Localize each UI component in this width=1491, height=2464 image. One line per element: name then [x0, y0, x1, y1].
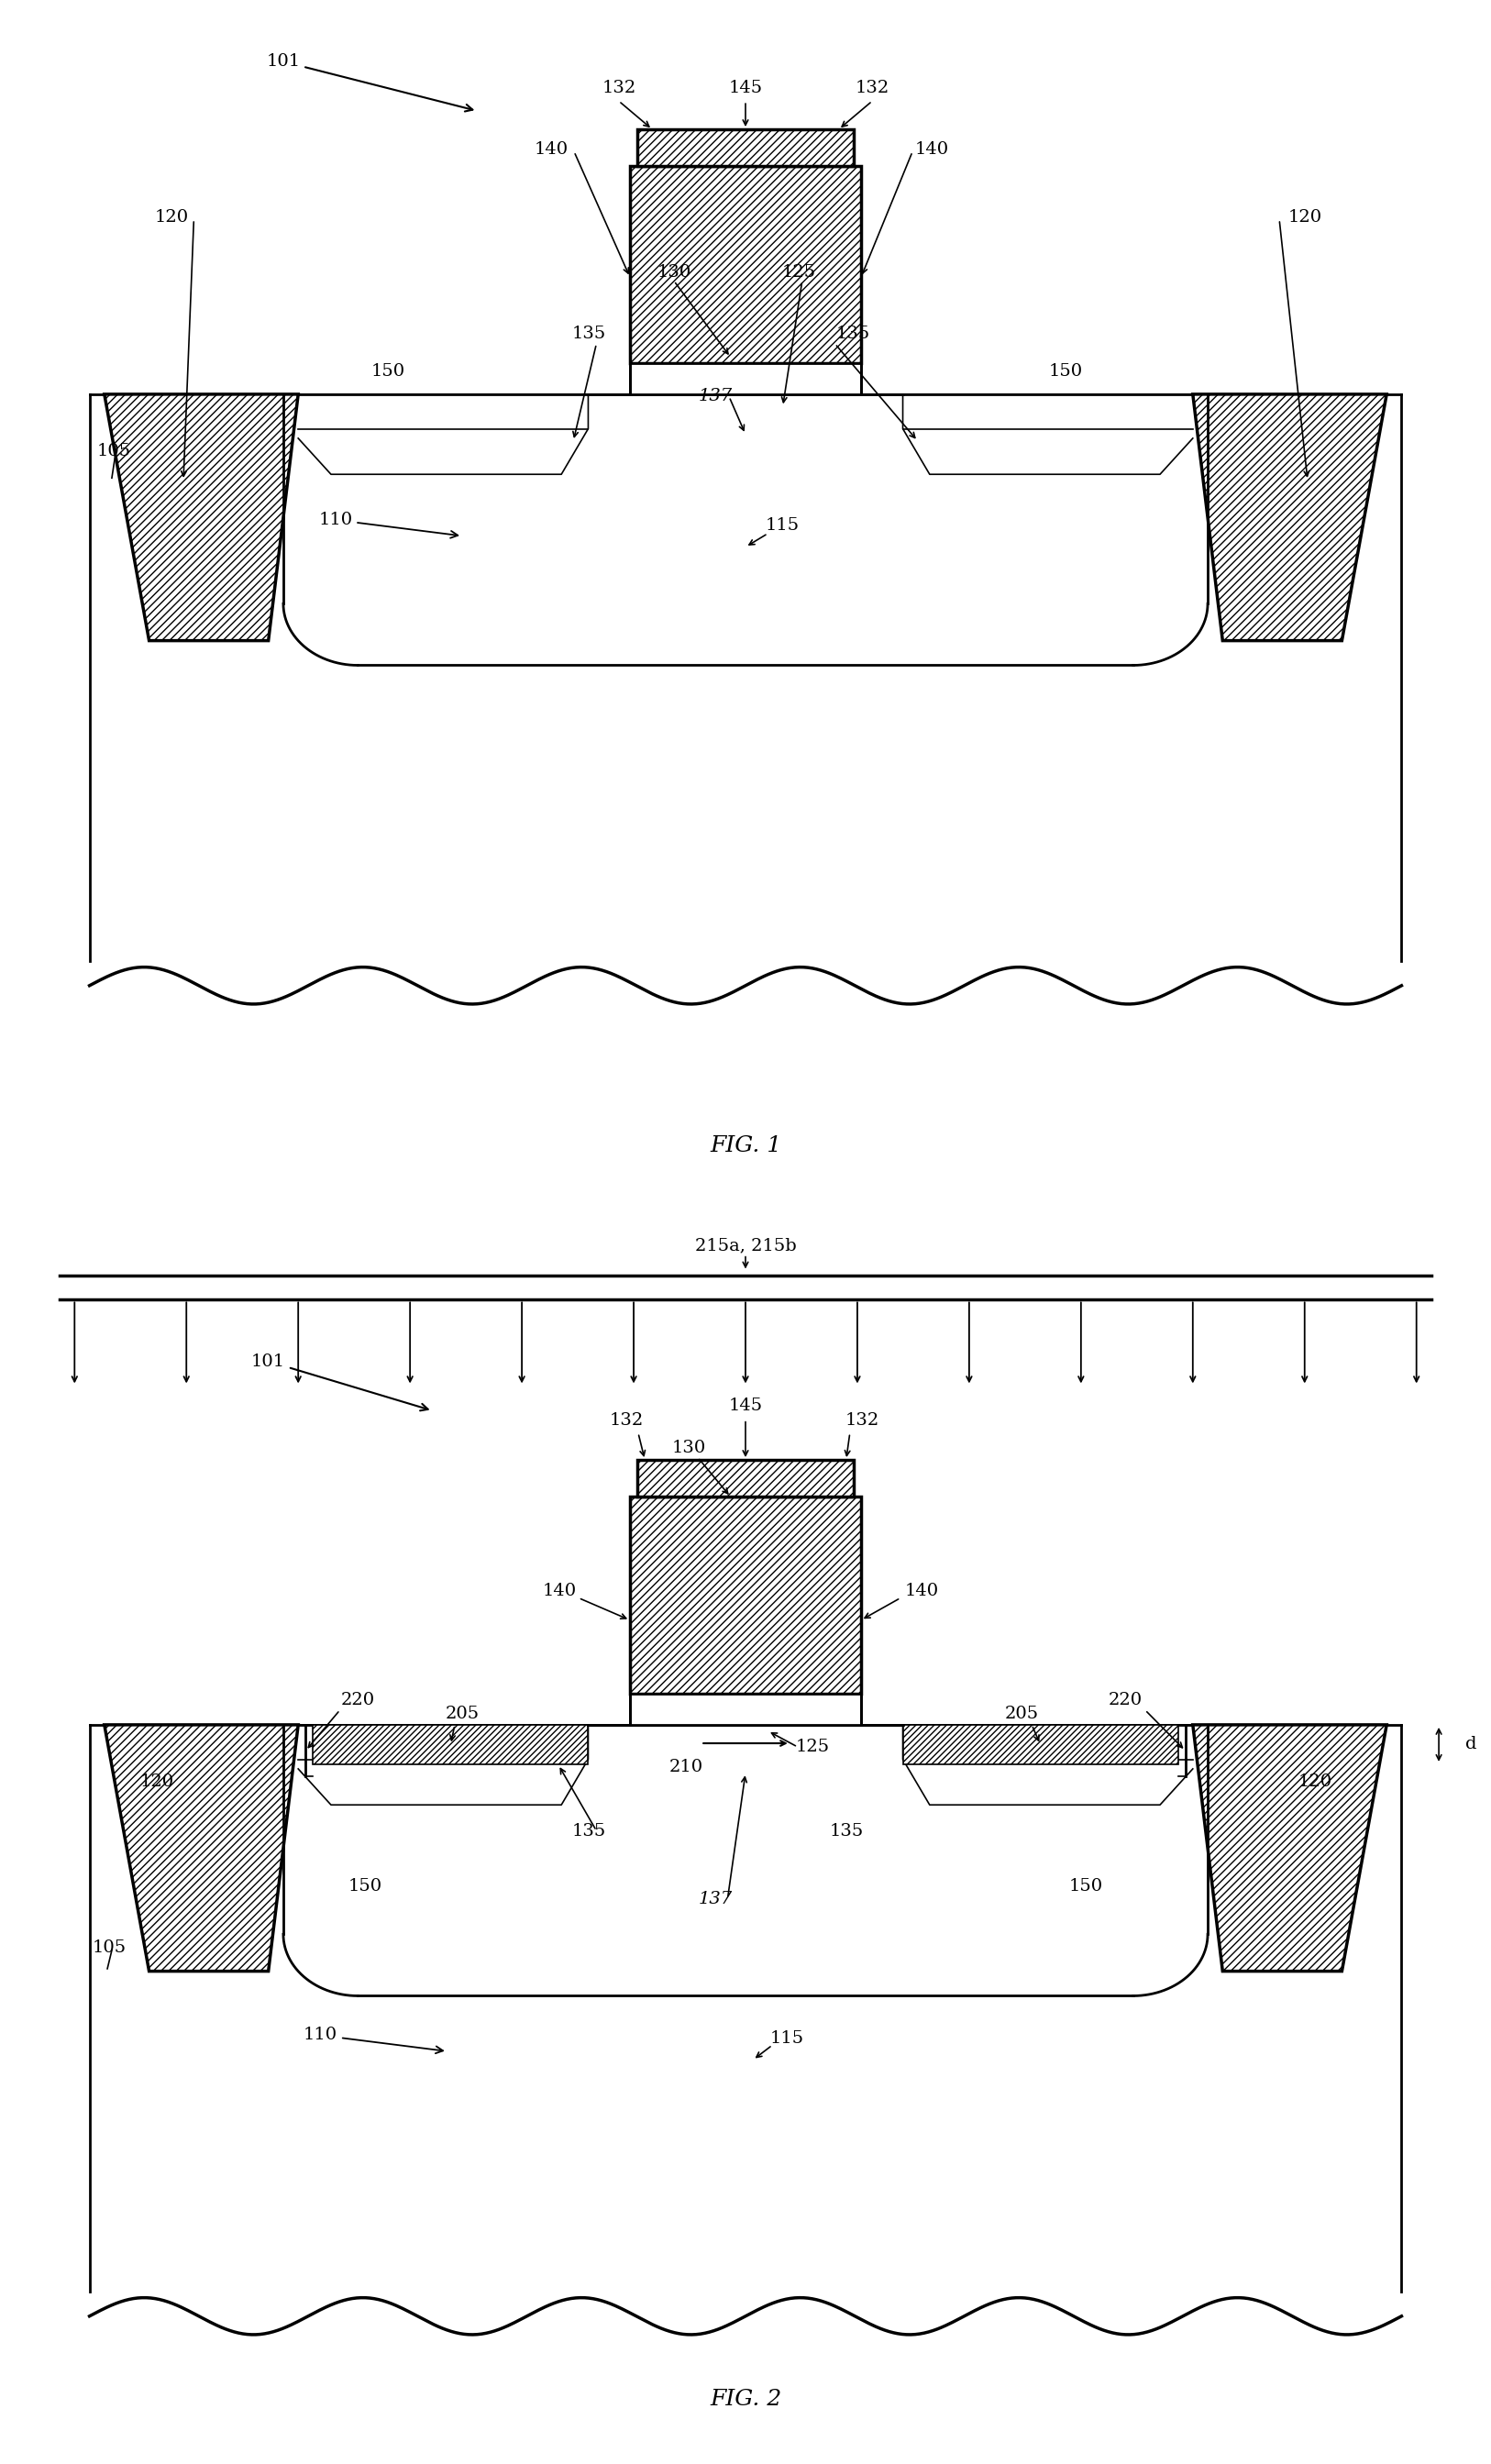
Text: 101: 101 — [267, 54, 473, 111]
Text: 115: 115 — [771, 2030, 804, 2045]
Text: 150: 150 — [371, 362, 404, 379]
Text: 140: 140 — [915, 140, 948, 158]
Text: 145: 145 — [729, 79, 762, 96]
Text: 132: 132 — [602, 79, 635, 96]
Text: 101: 101 — [252, 1353, 428, 1412]
Polygon shape — [904, 1725, 1178, 1764]
Text: 120: 120 — [1299, 1774, 1331, 1789]
Text: 130: 130 — [672, 1439, 705, 1456]
Text: 220: 220 — [341, 1693, 374, 1708]
Text: 115: 115 — [766, 517, 799, 532]
Text: 135: 135 — [573, 1823, 605, 1838]
Text: 105: 105 — [92, 1939, 127, 1956]
Text: d: d — [1466, 1737, 1478, 1752]
Text: 135: 135 — [830, 1823, 863, 1838]
Text: 140: 140 — [543, 1582, 576, 1599]
Polygon shape — [1193, 394, 1387, 641]
Polygon shape — [104, 394, 298, 641]
Text: 137: 137 — [699, 1890, 732, 1907]
Text: 135: 135 — [836, 325, 869, 342]
Polygon shape — [631, 165, 862, 362]
Text: 130: 130 — [658, 264, 690, 281]
Text: 120: 120 — [155, 209, 188, 224]
Text: 125: 125 — [783, 264, 816, 281]
Text: 140: 140 — [535, 140, 568, 158]
Text: 125: 125 — [796, 1740, 829, 1754]
Polygon shape — [631, 1695, 862, 1725]
Text: FIG. 2: FIG. 2 — [710, 2388, 781, 2410]
Text: 205: 205 — [1005, 1705, 1038, 1722]
Polygon shape — [313, 1725, 587, 1764]
Text: 132: 132 — [610, 1412, 643, 1429]
Text: 110: 110 — [304, 2028, 443, 2053]
Text: 205: 205 — [446, 1705, 479, 1722]
Text: 220: 220 — [1109, 1693, 1142, 1708]
Polygon shape — [1193, 1725, 1387, 1971]
Text: 105: 105 — [97, 444, 131, 458]
Text: 137: 137 — [699, 387, 732, 404]
Text: 150: 150 — [1069, 1878, 1102, 1895]
Text: 210: 210 — [669, 1759, 702, 1774]
Text: 145: 145 — [729, 1397, 762, 1414]
Text: 120: 120 — [140, 1774, 173, 1789]
Text: 132: 132 — [856, 79, 889, 96]
Text: 140: 140 — [905, 1582, 938, 1599]
Text: 150: 150 — [349, 1878, 382, 1895]
Text: FIG. 1: FIG. 1 — [710, 1136, 781, 1156]
Polygon shape — [104, 1725, 298, 1971]
Text: 150: 150 — [1050, 362, 1082, 379]
Polygon shape — [631, 362, 862, 394]
Polygon shape — [631, 1498, 862, 1695]
Polygon shape — [638, 1459, 853, 1498]
Text: 132: 132 — [845, 1412, 878, 1429]
Text: 135: 135 — [573, 325, 605, 342]
Text: 215a, 215b: 215a, 215b — [695, 1237, 796, 1254]
Polygon shape — [638, 128, 853, 165]
Text: 110: 110 — [319, 513, 458, 537]
Text: 120: 120 — [1288, 209, 1321, 224]
